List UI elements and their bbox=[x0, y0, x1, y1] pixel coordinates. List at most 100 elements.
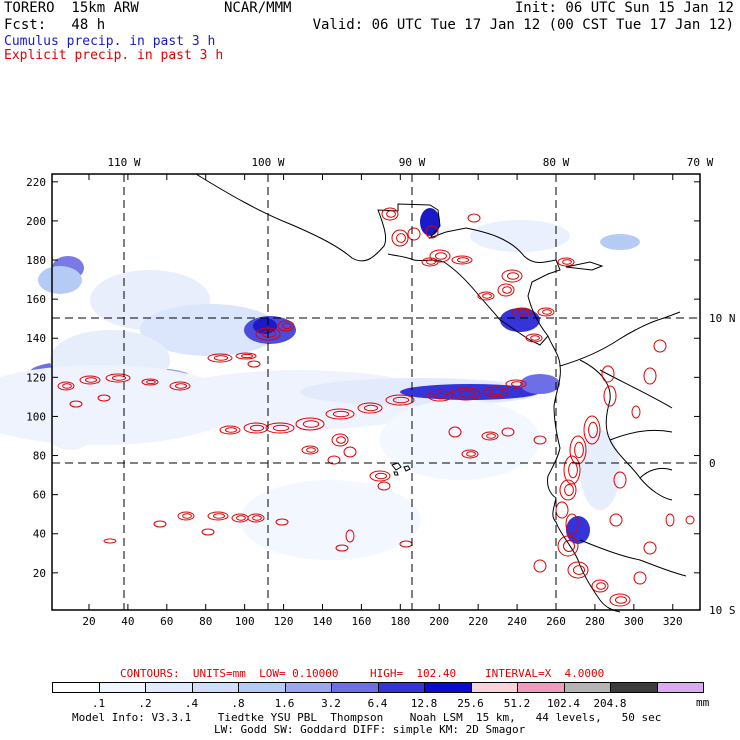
precip-contour bbox=[505, 379, 527, 389]
colorbar-swatch bbox=[424, 682, 472, 693]
precip-contour bbox=[433, 392, 449, 400]
precip-contour bbox=[457, 257, 469, 263]
precip-contour bbox=[407, 227, 421, 241]
y-tick-label: 200 bbox=[26, 215, 46, 228]
precip-contour bbox=[385, 394, 415, 406]
colorbar-label: 204.8 bbox=[593, 697, 627, 710]
precip-contour bbox=[261, 330, 277, 338]
precip-contour bbox=[375, 472, 387, 480]
cumulus-cell bbox=[520, 374, 560, 394]
precip-contour bbox=[467, 213, 481, 223]
precip-contour bbox=[302, 420, 320, 428]
colorbar-label: 25.6 bbox=[457, 697, 484, 710]
colorbar-swatch bbox=[610, 682, 658, 693]
precip-contour bbox=[429, 249, 451, 263]
precip-contour bbox=[336, 436, 346, 444]
explicit-precip-contours bbox=[57, 207, 695, 607]
precip-contour bbox=[466, 451, 476, 457]
precip-contour bbox=[169, 381, 191, 391]
colorbar-label: 51.2 bbox=[503, 697, 531, 710]
precip-contour bbox=[295, 417, 325, 431]
y-tick-label: 140 bbox=[26, 332, 46, 345]
precip-contour bbox=[241, 353, 253, 359]
precip-contour bbox=[685, 515, 695, 525]
precip-contour bbox=[225, 427, 237, 433]
precip-contour bbox=[103, 538, 117, 544]
precip-contour bbox=[563, 455, 581, 485]
precip-contour bbox=[141, 378, 159, 386]
precip-contour bbox=[573, 565, 585, 575]
lat-label: 0 bbox=[709, 457, 716, 470]
x-tick-label: 20 bbox=[82, 615, 95, 628]
colorbar-swatch bbox=[331, 682, 379, 693]
y-tick-label: 100 bbox=[26, 410, 46, 423]
x-tick-label: 100 bbox=[235, 615, 255, 628]
colorbar-swatch bbox=[238, 682, 286, 693]
precip-contour bbox=[481, 431, 499, 441]
colorbar-units: mm bbox=[696, 696, 710, 709]
lon-label: 100 W bbox=[251, 156, 284, 169]
precip-contour bbox=[213, 513, 225, 519]
precip-contour bbox=[583, 415, 601, 445]
precip-contour bbox=[207, 511, 229, 521]
legend-explicit: Explicit precip. in past 3 h bbox=[4, 48, 224, 63]
y-tick-label: 120 bbox=[26, 371, 46, 384]
organization-label: NCAR/MMM bbox=[224, 0, 292, 16]
precip-contour bbox=[448, 426, 462, 438]
precip-contour bbox=[525, 333, 543, 343]
precip-contour bbox=[331, 433, 349, 447]
colorbar-swatch bbox=[517, 682, 565, 693]
x-tick-label: 320 bbox=[663, 615, 683, 628]
precip-contour bbox=[596, 582, 606, 590]
cumulus-cell bbox=[600, 234, 640, 250]
cumulus-cell bbox=[380, 400, 540, 480]
y-tick-label: 160 bbox=[26, 293, 46, 306]
colorbar-swatch bbox=[191, 682, 239, 693]
legend-cumulus: Cumulus precip. in past 3 h bbox=[4, 34, 216, 49]
y-tick-label: 180 bbox=[26, 254, 46, 267]
precip-contour bbox=[643, 367, 657, 385]
lon-label: 110 W bbox=[107, 156, 140, 169]
init-time: Init: 06 UTC Sun 15 Jan 12 bbox=[514, 0, 734, 16]
precip-contour bbox=[609, 593, 631, 607]
cumulus-precip-fill bbox=[0, 208, 640, 560]
lat-label: 10 N bbox=[709, 312, 736, 325]
precip-contour bbox=[517, 309, 529, 315]
precip-contour bbox=[486, 433, 496, 439]
y-tick-label: 60 bbox=[33, 489, 46, 502]
colorbar-swatch bbox=[145, 682, 193, 693]
cumulus-cell bbox=[240, 480, 420, 560]
andes-boundary bbox=[559, 311, 687, 577]
x-tick-label: 60 bbox=[160, 615, 173, 628]
precip-contour bbox=[177, 511, 195, 521]
precip-contour bbox=[557, 535, 579, 557]
precip-contour bbox=[207, 353, 233, 363]
colorbar-label: 6.4 bbox=[367, 697, 388, 710]
precip-contour bbox=[482, 293, 492, 299]
precip-contour bbox=[591, 579, 609, 593]
precip-contour bbox=[386, 210, 396, 218]
precip-contour bbox=[425, 225, 439, 239]
colorbar-label: .4 bbox=[184, 697, 199, 710]
precip-contour bbox=[345, 529, 355, 543]
precip-contour bbox=[396, 233, 406, 243]
precip-contour bbox=[501, 427, 515, 437]
precip-contour bbox=[175, 383, 187, 389]
precip-contour bbox=[57, 381, 75, 391]
precip-contour bbox=[105, 373, 131, 383]
precip-contour bbox=[458, 390, 476, 398]
precip-contour bbox=[501, 269, 523, 283]
y-tick-marks: 20 40 60 80 100 120 140 160 180 200 220 bbox=[26, 176, 700, 580]
x-tick-label: 160 bbox=[351, 615, 371, 628]
precip-contour bbox=[588, 421, 598, 439]
precip-contour bbox=[502, 286, 512, 294]
precip-contour bbox=[609, 513, 623, 527]
colorbar-label: 1.6 bbox=[274, 697, 295, 710]
precip-contour bbox=[363, 404, 379, 412]
precip-contour bbox=[335, 544, 349, 552]
precip-contour bbox=[559, 479, 577, 501]
cumulus-cell bbox=[38, 266, 82, 294]
cumulus-cell bbox=[580, 430, 620, 510]
forecast-hour: Fcst: 48 h bbox=[4, 17, 106, 33]
x-tick-marks: 20 40 60 80 100 120 140 160 180 200 220 240 260 280 30… bbox=[82, 174, 683, 628]
